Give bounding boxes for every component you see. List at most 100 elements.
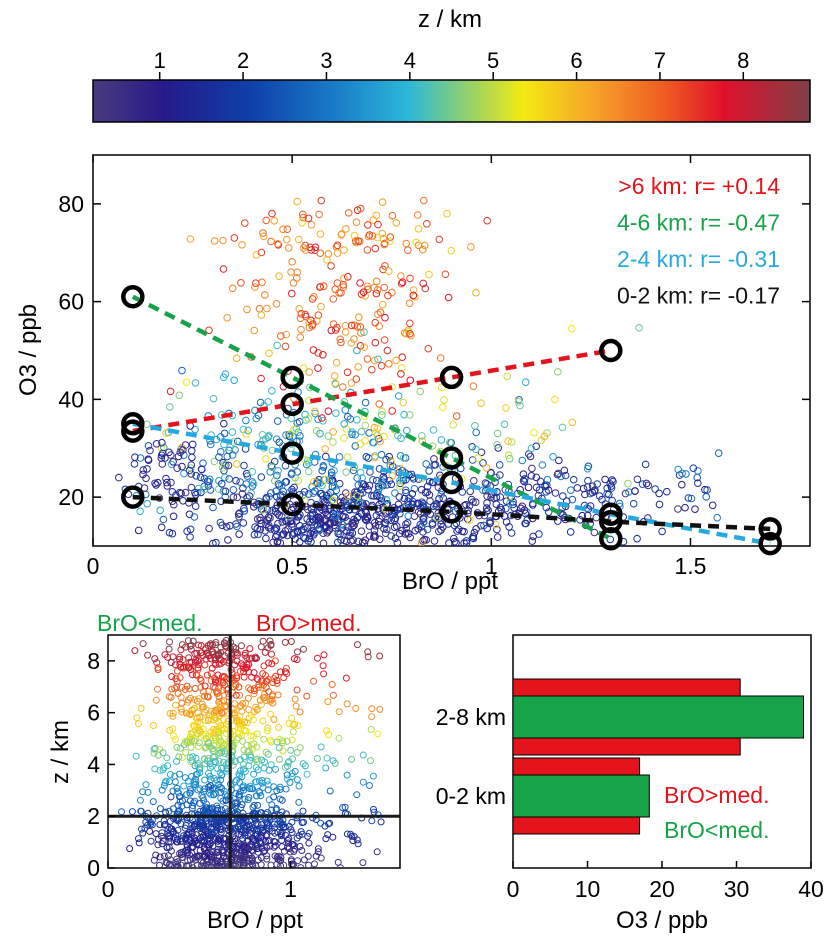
scatter-point <box>233 460 241 468</box>
scatter-point <box>416 387 425 396</box>
legend-entry: 2-4 km: r= -0.31 <box>617 246 780 272</box>
scatter-point <box>375 500 384 509</box>
altitude-point <box>271 842 279 850</box>
scatter-point <box>399 454 408 462</box>
scatter-point <box>361 515 370 524</box>
scatter-point <box>440 396 448 404</box>
scatter-point <box>446 438 454 447</box>
altitude-point <box>232 799 240 807</box>
altitude-point <box>246 823 254 830</box>
scatter-point <box>479 459 487 467</box>
scatter-point <box>554 517 562 525</box>
altitude-point <box>216 823 224 831</box>
scatter-point <box>299 533 308 542</box>
scatter-point <box>406 319 414 328</box>
scatter-point <box>166 403 174 411</box>
scatter-point <box>340 420 349 428</box>
scatter-point <box>411 526 420 535</box>
scatter-point <box>376 437 384 446</box>
altitude-point <box>187 731 195 739</box>
scatter-point <box>335 453 344 461</box>
altitude-point <box>220 697 228 705</box>
altitude-point <box>366 782 373 789</box>
legend-entry: 0-2 km: r= -0.17 <box>617 283 780 309</box>
scatter-point <box>283 235 291 244</box>
scatter-point <box>355 313 363 322</box>
altitude-point <box>265 822 273 830</box>
scatter-point <box>419 500 427 508</box>
scatter-point <box>321 475 330 484</box>
scatter-point <box>134 526 143 535</box>
scatter-point <box>406 329 414 338</box>
scatter-point <box>321 504 329 513</box>
scatter-point <box>503 372 512 381</box>
scatter-point <box>191 379 200 387</box>
scatter-point <box>588 488 597 497</box>
altitude-point <box>191 762 199 770</box>
scatter-point <box>702 493 711 501</box>
scatter-point <box>505 523 513 531</box>
altitude-point <box>160 817 168 825</box>
altitude-point <box>131 647 139 655</box>
scatter-point <box>294 477 303 485</box>
altitude-point <box>156 821 164 829</box>
scatter-point <box>420 196 428 205</box>
scatter-point <box>259 506 268 514</box>
altitude-point <box>260 735 268 743</box>
scatter-point <box>359 502 368 510</box>
scatter-point <box>378 229 387 238</box>
scatter-point <box>466 516 474 525</box>
scatter-point <box>359 288 368 297</box>
scatter-point <box>273 240 282 248</box>
binned-mean-marker <box>280 365 304 390</box>
altitude-point <box>203 649 211 657</box>
altitude-point <box>209 858 217 866</box>
altitude-point <box>205 783 213 791</box>
altitude-point <box>206 641 214 649</box>
scatter-point <box>404 512 413 520</box>
scatter-point <box>406 274 414 283</box>
scatter-point <box>271 477 279 485</box>
altitude-point <box>221 750 229 758</box>
scatter-point <box>305 534 314 543</box>
scatter-point <box>344 273 352 281</box>
scatter-point <box>519 470 528 479</box>
altitude-point <box>233 776 240 784</box>
altitude-point <box>281 823 289 831</box>
altitude-point <box>257 839 265 847</box>
scatter-point <box>344 497 352 506</box>
altitude-point <box>367 757 374 765</box>
scatter-point <box>413 211 422 219</box>
altitude-point <box>176 655 183 663</box>
scatter-point <box>305 490 313 498</box>
altitude-point <box>272 805 280 812</box>
scatter-point <box>319 282 328 291</box>
altitude-point <box>294 722 302 729</box>
scatter-point <box>295 305 304 313</box>
scatter-point <box>168 488 177 496</box>
scatter-point <box>334 527 343 536</box>
scatter-point <box>321 445 330 453</box>
scatter-point <box>644 481 653 490</box>
altitude-point <box>204 850 211 858</box>
scatter-point <box>365 481 374 490</box>
scatter-point <box>492 500 501 509</box>
scatter-point <box>430 537 439 545</box>
altitude-point <box>207 716 215 724</box>
scatter-point <box>351 321 359 330</box>
altitude-point <box>201 863 209 868</box>
altitude-point <box>161 820 169 828</box>
scatter-point <box>205 524 213 533</box>
scatter-point <box>532 442 541 451</box>
scatter-point <box>254 530 262 539</box>
scatter-point <box>581 490 589 499</box>
altitude-point <box>159 766 167 774</box>
altitude-point <box>377 818 385 826</box>
altitude-point <box>209 753 217 761</box>
scatter-point <box>378 411 386 419</box>
altitude-point <box>204 739 212 747</box>
scatter-point <box>428 521 437 529</box>
scatter-point <box>156 506 164 515</box>
scatter-point <box>387 480 396 489</box>
altitude-point <box>274 691 282 699</box>
